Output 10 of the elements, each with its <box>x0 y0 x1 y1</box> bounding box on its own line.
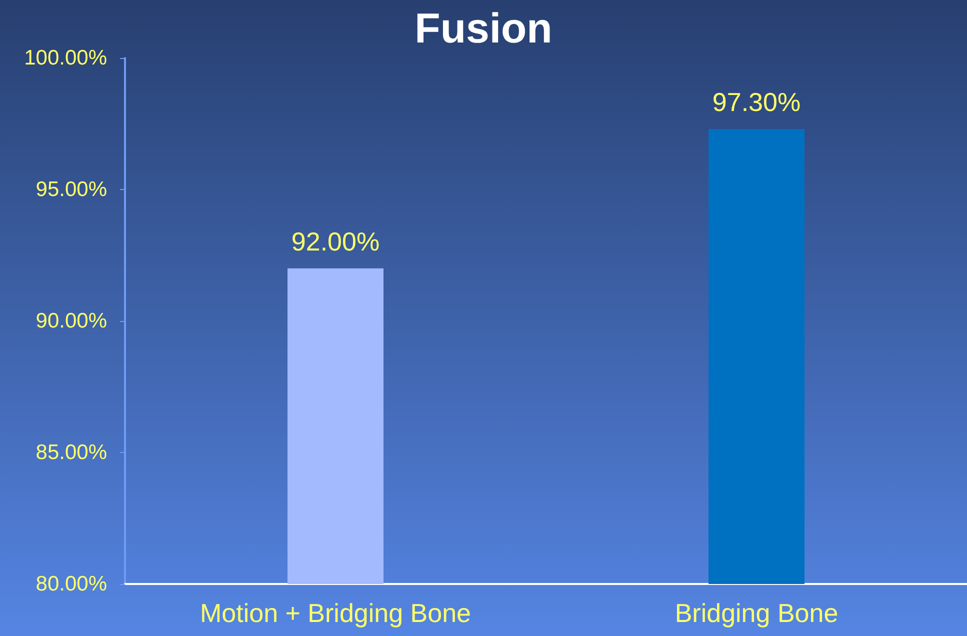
chart-title: Fusion <box>414 4 552 52</box>
y-tick-label: 100.00% <box>24 46 107 70</box>
y-tick-label: 95.00% <box>36 178 107 201</box>
y-tick-label: 90.00% <box>36 310 107 332</box>
y-tick-label: 85.00% <box>36 441 107 464</box>
x-tick-label: Bridging Bone <box>674 598 838 628</box>
data-label: 97.30% <box>712 87 801 118</box>
y-tick-label: 80.00% <box>36 572 107 596</box>
x-tick-label: Motion + Bridging Bone <box>200 598 472 628</box>
data-label: 92.00% <box>291 226 380 256</box>
